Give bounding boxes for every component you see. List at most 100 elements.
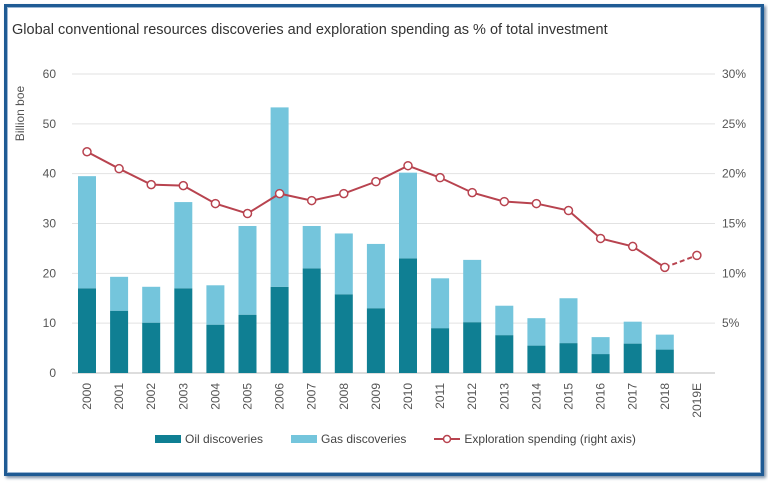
x-tick-label: 2012 xyxy=(465,383,479,410)
x-tick-label: 2002 xyxy=(144,383,158,410)
spending-point-2011 xyxy=(435,172,445,183)
y-tick-label: 0 xyxy=(49,366,56,380)
x-tick-label: 2010 xyxy=(401,383,415,410)
spending-point-2008 xyxy=(339,188,349,199)
spending-point-2004 xyxy=(210,198,221,209)
bar-gas-2012 xyxy=(463,259,482,323)
spending-point-2006 xyxy=(274,188,285,199)
bar-gas-2015 xyxy=(559,298,578,344)
legend-label-oil: Oil discoveries xyxy=(185,432,264,446)
bar-oil-2016 xyxy=(591,354,610,373)
x-tick-label: 2014 xyxy=(529,383,543,410)
x-tick-label: 2009 xyxy=(369,383,383,410)
spending-point-2003 xyxy=(178,180,189,191)
bar-gas-2009 xyxy=(366,243,385,309)
bar-oil-2017 xyxy=(623,343,642,373)
x-tick-label: 2013 xyxy=(497,383,511,410)
bar-oil-2003 xyxy=(174,288,193,373)
x-tick-label: 2003 xyxy=(176,383,190,410)
spending-point-2015 xyxy=(563,205,574,216)
spending-point-2001 xyxy=(114,163,124,174)
y2-tick-label: 5% xyxy=(722,316,740,330)
x-tick-label: 2007 xyxy=(305,383,319,410)
bar-oil-2009 xyxy=(366,308,385,373)
legend-label-gas: Gas discoveries xyxy=(321,432,407,446)
x-tick-label: 2019E xyxy=(690,383,704,418)
spending-point-2019E xyxy=(692,250,702,261)
y-tick-label: 50 xyxy=(43,117,57,131)
spending-point-2017 xyxy=(627,241,638,252)
bar-gas-2013 xyxy=(495,305,514,336)
bar-oil-2007 xyxy=(302,268,321,373)
legend-swatch-gas xyxy=(291,435,318,443)
bar-oil-2010 xyxy=(399,258,417,373)
bar-gas-2011 xyxy=(431,278,450,329)
x-tick-label: 2000 xyxy=(80,383,94,410)
x-tick-label: 2011 xyxy=(433,383,447,409)
spending-line-estimate xyxy=(664,254,698,269)
bar-gas-2002 xyxy=(142,286,161,323)
bar-gas-2008 xyxy=(334,233,353,295)
bar-oil-2015 xyxy=(559,343,578,373)
spending-point-2007 xyxy=(306,195,317,206)
bar-oil-2014 xyxy=(527,345,546,373)
bar-gas-2005 xyxy=(238,225,257,315)
y-tick-label: 40 xyxy=(43,167,57,181)
bar-gas-2018 xyxy=(655,334,674,350)
bar-oil-2001 xyxy=(110,310,129,373)
spending-point-2009 xyxy=(371,176,381,187)
spending-point-2005 xyxy=(242,208,253,219)
bar-oil-2000 xyxy=(78,288,96,373)
spending-point-2010 xyxy=(403,160,413,171)
bar-oil-2006 xyxy=(270,286,289,373)
y2-tick-label: 15% xyxy=(722,217,746,231)
bar-gas-2001 xyxy=(110,276,129,311)
x-tick-label: 2018 xyxy=(658,383,672,410)
legend-spending: Exploration spending (right axis) xyxy=(434,432,636,446)
y-axis-label: Billion boe xyxy=(13,85,27,141)
bar-gas-2014 xyxy=(527,318,546,346)
spending-point-2012 xyxy=(467,187,477,198)
bar-gas-2016 xyxy=(591,337,610,355)
y-tick-label: 10 xyxy=(43,316,57,330)
spending-point-2002 xyxy=(146,179,156,190)
spending-point-2013 xyxy=(499,196,510,207)
legend-gas: Gas discoveries xyxy=(291,432,406,446)
bar-gas-2017 xyxy=(623,321,642,344)
x-tick-label: 2008 xyxy=(337,383,351,410)
bar-oil-2012 xyxy=(463,322,482,373)
chart-title: Global conventional resources discoverie… xyxy=(12,22,608,38)
legend: Oil discoveries Gas discoveries Explorat… xyxy=(155,432,636,446)
y-tick-label: 60 xyxy=(43,67,57,81)
bar-gas-2004 xyxy=(206,285,225,325)
y-tick-label: 20 xyxy=(43,266,57,280)
bar-gas-2000 xyxy=(78,176,96,289)
legend-oil: Oil discoveries xyxy=(155,432,263,446)
legend-swatch-spending xyxy=(434,434,461,444)
bar-oil-2018 xyxy=(655,349,674,373)
x-tick-label: 2016 xyxy=(594,383,608,410)
y2-tick-label: 20% xyxy=(722,167,746,181)
legend-label-spending: Exploration spending (right axis) xyxy=(464,432,636,446)
bar-gas-2003 xyxy=(174,202,193,289)
bar-oil-2013 xyxy=(495,335,514,373)
bar-oil-2002 xyxy=(142,322,161,373)
x-tick-label: 2004 xyxy=(208,383,222,410)
bar-oil-2008 xyxy=(334,294,353,373)
x-tick-label: 2017 xyxy=(626,383,640,410)
bar-oil-2011 xyxy=(431,328,450,373)
chart-frame xyxy=(4,4,764,476)
y2-tick-label: 25% xyxy=(722,117,746,131)
y-tick-label: 30 xyxy=(43,217,57,231)
x-tick-label: 2005 xyxy=(241,383,255,410)
spending-point-2016 xyxy=(595,233,606,244)
bar-gas-2010 xyxy=(399,172,417,259)
spending-point-2018 xyxy=(660,262,670,273)
bar-gas-2007 xyxy=(302,225,321,269)
legend-swatch-oil xyxy=(155,435,181,443)
y2-tick-label: 10% xyxy=(722,266,746,280)
y2-tick-label: 30% xyxy=(722,67,746,81)
bar-oil-2004 xyxy=(206,324,225,373)
bar-oil-2005 xyxy=(238,314,257,373)
